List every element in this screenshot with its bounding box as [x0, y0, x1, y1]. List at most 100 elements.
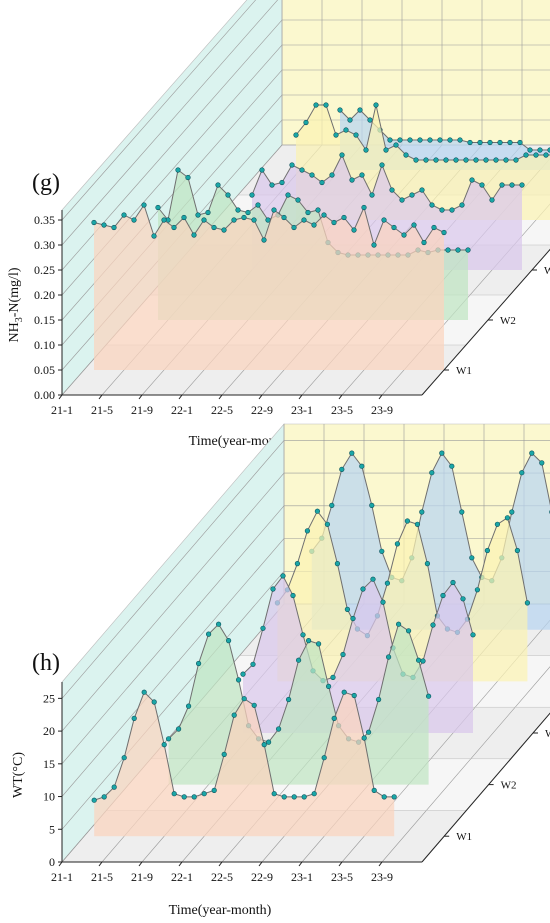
data-point: [330, 674, 336, 681]
panel-h-row-label: W2: [501, 780, 517, 792]
data-point: [215, 182, 221, 188]
data-point: [459, 202, 465, 208]
data-point: [260, 625, 266, 631]
data-point: [539, 460, 545, 466]
data-point: [151, 233, 157, 239]
data-point: [311, 222, 317, 228]
series-w3-line: [242, 574, 474, 682]
data-point: [294, 560, 301, 567]
data-point: [343, 127, 349, 133]
data-point: [141, 689, 147, 695]
panel-g-y-tick-label: 0.20: [34, 288, 55, 302]
data-point: [251, 702, 257, 708]
panel-g-ylabel: NH3-N(mg/l): [7, 267, 25, 342]
data-point: [363, 147, 369, 153]
data-point: [216, 621, 222, 627]
data-point: [406, 628, 412, 634]
data-point: [314, 508, 321, 514]
data-point: [195, 212, 201, 218]
data-point: [371, 787, 377, 794]
panel-g-x-tick: [338, 394, 343, 400]
data-point: [341, 689, 347, 695]
data-point: [353, 132, 359, 138]
data-point: [279, 179, 285, 186]
panel-g-y-tick-label: 0.25: [34, 263, 55, 277]
data-point: [181, 214, 187, 221]
data-point: [493, 157, 499, 163]
data-point: [261, 741, 267, 748]
data-point: [439, 450, 445, 456]
data-point: [250, 661, 256, 667]
data-point: [201, 791, 207, 797]
panel-g-x-tick-label: 21-1: [51, 403, 73, 417]
data-point: [306, 637, 312, 644]
panel-g-x-tick: [98, 394, 103, 400]
data-point: [366, 729, 372, 735]
panel-g-x-tick: [218, 394, 223, 400]
data-point: [361, 204, 367, 211]
data-point: [387, 137, 393, 143]
panel-h-x-tick-label: 21-5: [91, 870, 113, 884]
data-point: [484, 547, 491, 554]
data-point: [331, 715, 337, 722]
data-point: [533, 152, 539, 158]
data-point: [161, 741, 167, 748]
data-point: [421, 239, 427, 246]
data-point: [349, 177, 355, 183]
panel-h-x-tick-label: 23-5: [331, 870, 353, 884]
data-point: [241, 214, 247, 221]
data-point: [445, 247, 451, 253]
data-point: [537, 147, 543, 153]
data-point: [261, 237, 267, 243]
panel-g-x-tick-label: 23-5: [331, 403, 353, 417]
panel-h-x-tick-label: 22-9: [251, 870, 273, 884]
panel-g-label: (g): [32, 170, 60, 196]
panel-g-axes: 21-1 21-5 21-9 22-1 22-5 22-9 23-1 23-5 23-9 0.00…: [34, 210, 550, 417]
data-point: [311, 791, 317, 797]
panel-h-y-tick-label: 0: [49, 855, 55, 869]
data-point: [426, 693, 432, 699]
data-point: [185, 174, 191, 181]
data-point: [424, 560, 431, 567]
data-point: [186, 703, 192, 709]
data-point: [289, 162, 295, 168]
data-point: [470, 632, 476, 638]
data-point: [245, 209, 251, 216]
panel-g-x-tick-label: 23-1: [291, 403, 313, 417]
data-point: [519, 182, 525, 188]
data-point: [276, 726, 282, 732]
data-point: [141, 202, 147, 208]
data-point: [340, 651, 346, 658]
data-point: [479, 182, 485, 188]
data-point: [417, 137, 423, 143]
data-point: [280, 573, 286, 579]
panel-g-x-tick: [378, 394, 383, 400]
data-point: [290, 592, 296, 599]
data-point: [131, 715, 137, 722]
panel-g-x-tick-label: 22-5: [211, 403, 233, 417]
data-point: [300, 632, 306, 638]
data-point: [429, 470, 435, 476]
data-point: [334, 560, 341, 567]
series-w1: [91, 202, 447, 370]
panel-h-x-tick: [338, 861, 343, 867]
data-point: [396, 621, 402, 627]
panel-g-y-gridline: [61, 0, 256, 221]
data-point: [429, 202, 435, 208]
panel-h-series: [91, 450, 550, 837]
data-point: [351, 692, 357, 699]
data-point: [519, 470, 525, 476]
panel-g-row-label: W1: [456, 365, 472, 377]
data-point: [251, 217, 257, 223]
panel-g-y-tick-label: 0.30: [34, 238, 55, 252]
panel-h-y-tick-label: 10: [43, 790, 55, 804]
data-point: [171, 224, 177, 231]
data-point: [211, 787, 217, 794]
panel-g-x-tick-label: 22-9: [251, 403, 273, 417]
data-point: [281, 794, 287, 800]
panel-g-x-tick-label: 22-1: [171, 403, 193, 417]
data-point: [397, 137, 403, 143]
data-point: [191, 232, 197, 238]
data-point: [350, 615, 356, 622]
